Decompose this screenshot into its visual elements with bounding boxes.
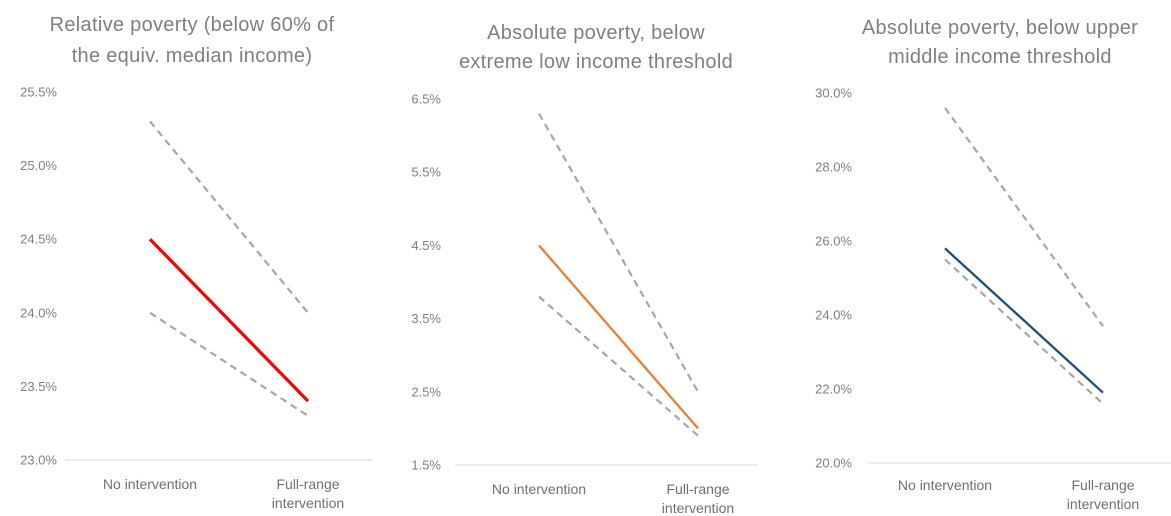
chart-title-line: extreme low income threshold bbox=[459, 51, 733, 73]
y-tick-label: 24.0% bbox=[20, 305, 57, 320]
x-category-label: intervention bbox=[662, 500, 734, 516]
series-line-estimate bbox=[944, 247, 1104, 394]
y-tick-label: 23.5% bbox=[20, 379, 57, 394]
chart-panel-2: Absolute poverty, below extreme low incom… bbox=[411, 22, 758, 516]
x-category-label: No intervention bbox=[492, 481, 586, 497]
chart-title-line: middle income threshold bbox=[888, 46, 1112, 68]
y-tick-label: 26.0% bbox=[815, 234, 852, 249]
x-category-label: Full-range bbox=[1071, 477, 1134, 493]
y-tick-label: 4.5% bbox=[411, 238, 441, 253]
y-tick-label: 20.0% bbox=[815, 456, 852, 471]
series-line-bound bbox=[538, 295, 699, 437]
x-category-label: Full-range bbox=[276, 476, 339, 492]
y-tick-label: 28.0% bbox=[815, 160, 852, 175]
y-tick-label: 23.0% bbox=[20, 453, 57, 468]
series-line-bound bbox=[538, 113, 699, 393]
y-tick-label: 2.5% bbox=[411, 384, 441, 399]
chart-panel-1: Relative poverty (below 60% of the equiv.… bbox=[20, 14, 372, 511]
x-category-label: No intervention bbox=[103, 476, 197, 492]
y-tick-label: 3.5% bbox=[411, 311, 441, 326]
y-tick-label: 24.5% bbox=[20, 232, 57, 247]
series-line-estimate bbox=[538, 244, 699, 430]
y-tick-label: 22.0% bbox=[815, 382, 852, 397]
y-tick-label: 5.5% bbox=[411, 165, 441, 180]
chart-title-line: Relative poverty (below 60% of bbox=[50, 14, 335, 36]
x-category-label: intervention bbox=[272, 495, 344, 511]
y-tick-label: 6.5% bbox=[411, 92, 441, 107]
y-tick-label: 24.0% bbox=[815, 308, 852, 323]
chart-title-line: the equiv. median income) bbox=[72, 45, 313, 67]
series-line-estimate bbox=[148, 238, 310, 403]
chart-panel-3: Absolute poverty, below upper middle inco… bbox=[815, 17, 1171, 512]
chart-title-line: Absolute poverty, below bbox=[487, 22, 705, 44]
y-tick-label: 30.0% bbox=[815, 86, 852, 101]
series-line-bound bbox=[149, 311, 309, 417]
y-tick-label: 25.0% bbox=[20, 158, 57, 173]
x-category-label: Full-range bbox=[666, 481, 729, 497]
x-category-label: intervention bbox=[1067, 496, 1139, 512]
y-tick-label: 25.5% bbox=[20, 85, 57, 100]
x-category-label: No intervention bbox=[898, 477, 992, 493]
chart-title-line: Absolute poverty, below upper bbox=[862, 17, 1138, 39]
series-line-bound bbox=[149, 120, 309, 314]
y-tick-label: 1.5% bbox=[411, 458, 441, 473]
series-line-bound bbox=[944, 258, 1104, 405]
series-line-bound bbox=[944, 107, 1104, 327]
